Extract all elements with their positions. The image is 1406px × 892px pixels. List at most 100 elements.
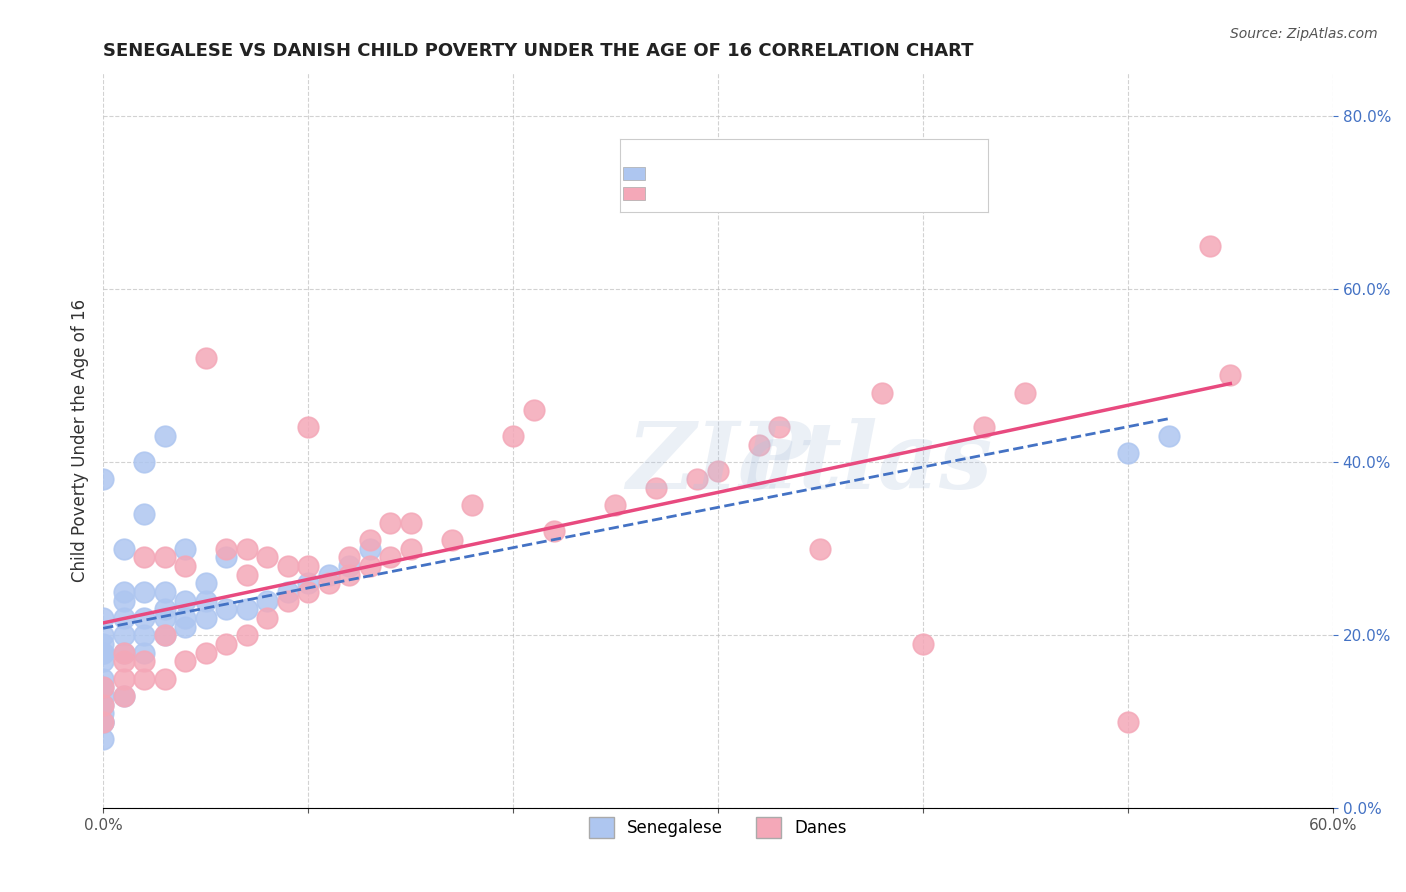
Point [91, 680, 114, 694]
Point [153, 628, 176, 642]
Point [91, 698, 114, 712]
Point [194, 593, 217, 607]
Point [318, 576, 340, 591]
Point [810, 541, 832, 556]
Point [256, 550, 278, 565]
Point [153, 602, 176, 616]
Point [91, 611, 114, 625]
Point [112, 541, 135, 556]
Point [1157, 429, 1180, 443]
Point [91, 654, 114, 668]
Point [91, 680, 114, 694]
Point [91, 689, 114, 703]
Point [194, 351, 217, 366]
Point [134, 550, 156, 565]
Point [399, 516, 422, 530]
Point [174, 619, 197, 633]
Point [235, 567, 257, 582]
Point [359, 533, 381, 547]
Point [134, 455, 156, 469]
Point [112, 689, 135, 703]
Point [91, 637, 114, 651]
Point [378, 550, 401, 565]
Point [337, 567, 360, 582]
Point [91, 714, 114, 729]
Point [973, 420, 995, 434]
Point [256, 611, 278, 625]
Point [91, 714, 114, 729]
Point [91, 628, 114, 642]
Point [378, 516, 401, 530]
Point [277, 593, 299, 607]
Point [134, 507, 156, 521]
Point [235, 628, 257, 642]
Text: SENEGALESE VS DANISH CHILD POVERTY UNDER THE AGE OF 16 CORRELATION CHART: SENEGALESE VS DANISH CHILD POVERTY UNDER… [103, 42, 973, 60]
Point [605, 499, 627, 513]
Point [235, 602, 257, 616]
Point [91, 472, 114, 486]
Text: R =  0.537   N = 57: R = 0.537 N = 57 [651, 192, 834, 207]
Point [256, 593, 278, 607]
Point [91, 646, 114, 660]
Point [112, 646, 135, 660]
FancyBboxPatch shape [623, 186, 645, 200]
Point [215, 637, 238, 651]
Point [112, 689, 135, 703]
Point [112, 672, 135, 686]
Point [277, 559, 299, 574]
Point [91, 714, 114, 729]
Text: Source: ZipAtlas.com: Source: ZipAtlas.com [1230, 27, 1378, 41]
Point [174, 611, 197, 625]
Point [461, 499, 484, 513]
Point [911, 637, 934, 651]
Point [215, 602, 238, 616]
Point [1116, 714, 1139, 729]
Point [112, 593, 135, 607]
Point [707, 464, 730, 478]
Point [153, 628, 176, 642]
Point [748, 438, 770, 452]
Point [194, 611, 217, 625]
Point [522, 403, 544, 417]
Point [194, 646, 217, 660]
Point [440, 533, 463, 547]
Point [359, 541, 381, 556]
Point [1219, 368, 1241, 383]
Point [134, 585, 156, 599]
Point [112, 628, 135, 642]
Point [153, 550, 176, 565]
Point [645, 481, 668, 495]
Point [337, 559, 360, 574]
Point [112, 585, 135, 599]
Point [91, 646, 114, 660]
Point [337, 550, 360, 565]
Text: ZIP: ZIP [626, 417, 810, 508]
Point [215, 541, 238, 556]
Text: atlas: atlas [738, 417, 993, 508]
Point [174, 593, 197, 607]
Point [134, 654, 156, 668]
Point [153, 611, 176, 625]
Point [543, 524, 565, 539]
Point [91, 698, 114, 712]
Point [277, 585, 299, 599]
Point [297, 576, 319, 591]
Point [174, 559, 197, 574]
Point [91, 672, 114, 686]
Point [297, 585, 319, 599]
Point [174, 654, 197, 668]
Point [153, 672, 176, 686]
Point [134, 672, 156, 686]
Point [112, 611, 135, 625]
Point [91, 732, 114, 747]
Point [91, 706, 114, 721]
Point [1116, 446, 1139, 460]
Point [870, 385, 893, 400]
Point [318, 567, 340, 582]
Point [768, 420, 790, 434]
Point [194, 576, 217, 591]
Point [686, 472, 709, 486]
Point [297, 420, 319, 434]
Point [112, 654, 135, 668]
FancyBboxPatch shape [623, 167, 645, 180]
